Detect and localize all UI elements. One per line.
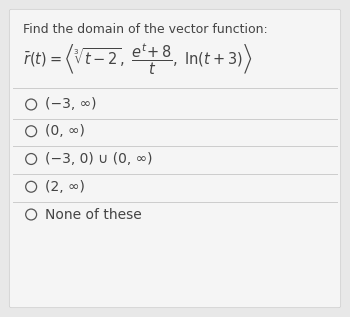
Text: (−3, ∞): (−3, ∞) — [45, 98, 97, 112]
Text: (0, ∞): (0, ∞) — [45, 124, 85, 138]
Text: (−3, 0) ∪ (0, ∞): (−3, 0) ∪ (0, ∞) — [45, 152, 153, 166]
Text: $\bar{r}(t) = \left\langle \sqrt[3]{t-2},\ \dfrac{e^t\!+8}{t},\ \ln(t+3) \right\: $\bar{r}(t) = \left\langle \sqrt[3]{t-2}… — [23, 42, 253, 77]
Text: (2, ∞): (2, ∞) — [45, 180, 85, 194]
Text: Find the domain of the vector function:: Find the domain of the vector function: — [23, 23, 268, 36]
Text: None of these: None of these — [45, 208, 142, 222]
FancyBboxPatch shape — [9, 9, 341, 308]
